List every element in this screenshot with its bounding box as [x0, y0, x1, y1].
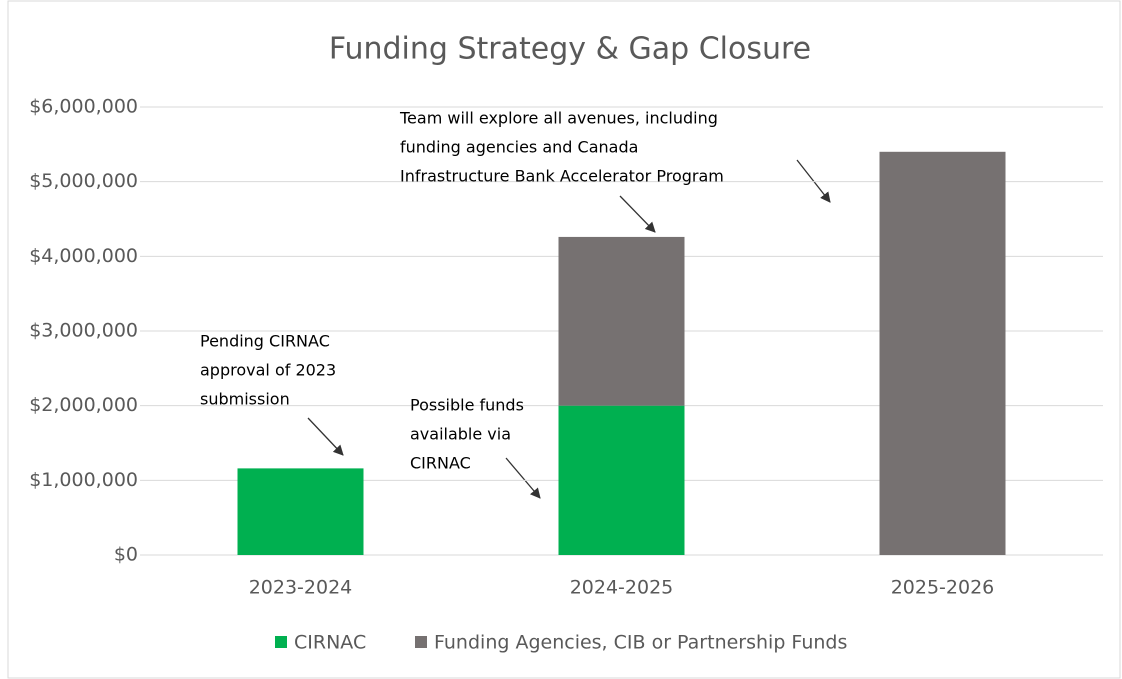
x-tick-label: 2024-2025: [570, 577, 674, 599]
bar-segment: [558, 236, 685, 406]
chart-title: Funding Strategy & Gap Closure: [329, 32, 811, 67]
bar-segment: [237, 468, 364, 555]
arrow: [307, 417, 344, 456]
x-tick-label: 2025-2026: [891, 577, 995, 599]
legend-label: CIRNAC: [294, 632, 366, 654]
y-tick-label: $2,000,000: [29, 394, 138, 416]
bar-segment: [879, 151, 1006, 556]
annotation: Pending CIRNAC: [200, 332, 330, 351]
arrow: [505, 457, 541, 499]
annotation: Team will explore all avenues, including: [399, 109, 718, 128]
legend-swatch: [415, 636, 427, 648]
y-tick-label: $4,000,000: [29, 245, 138, 267]
annotation: submission: [200, 390, 290, 409]
y-tick-label: $1,000,000: [29, 469, 138, 491]
y-tick-label: $3,000,000: [29, 320, 138, 342]
legend-label: Funding Agencies, CIB or Partnership Fun…: [434, 632, 847, 654]
arrow: [796, 159, 831, 203]
annotation: Possible funds: [410, 396, 524, 415]
y-tick-label: $6,000,000: [29, 96, 138, 118]
bar-segment: [558, 405, 685, 555]
x-tick-label: 2023-2024: [249, 577, 353, 599]
y-tick-label: $5,000,000: [29, 170, 138, 192]
annotation: available via: [410, 425, 511, 444]
annotation: funding agencies and Canada: [400, 138, 638, 157]
y-tick-label: $0: [114, 544, 138, 566]
arrows: [307, 159, 831, 499]
annotation: Infrastructure Bank Accelerator Program: [400, 167, 724, 186]
annotation: approval of 2023: [200, 361, 336, 380]
annotation: CIRNAC: [410, 454, 471, 473]
arrow: [619, 195, 656, 233]
legend-swatch: [275, 636, 287, 648]
